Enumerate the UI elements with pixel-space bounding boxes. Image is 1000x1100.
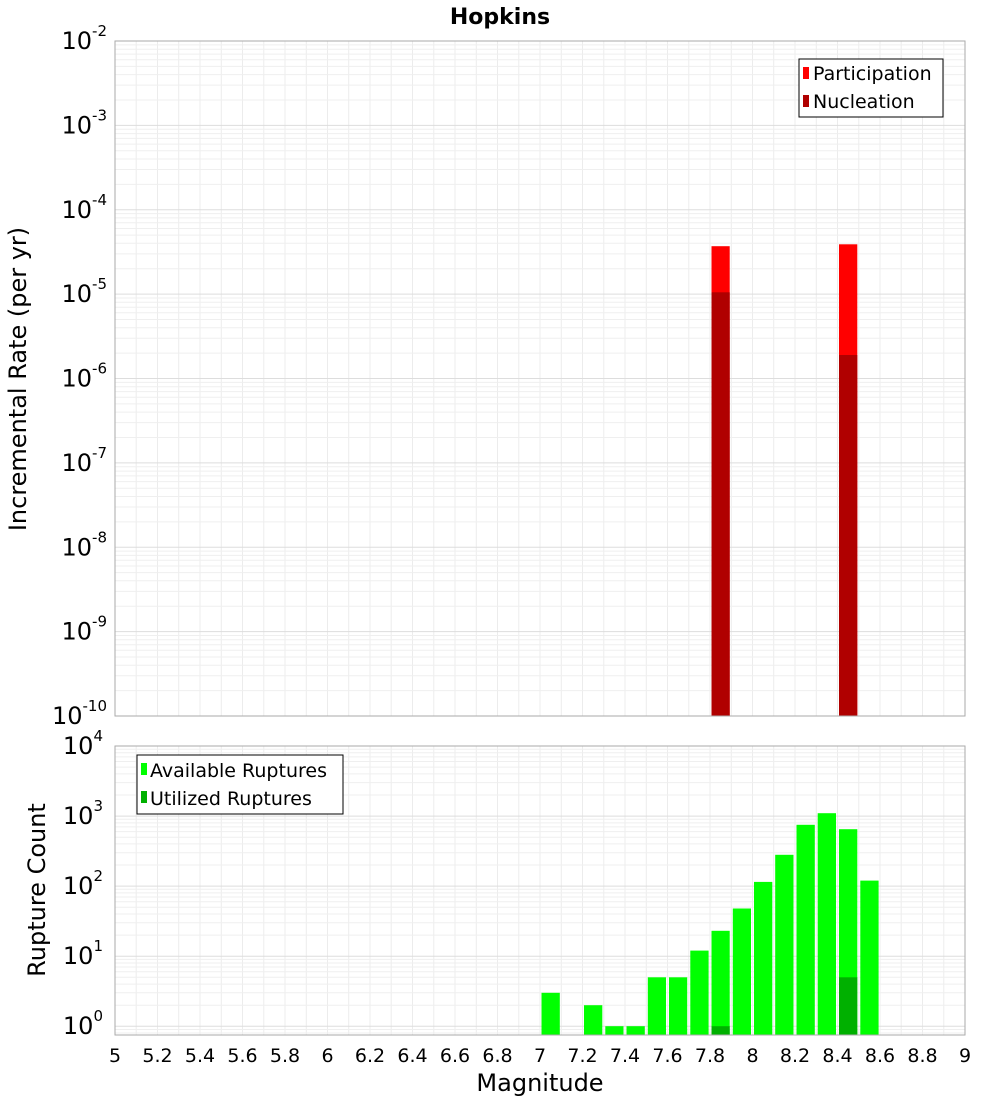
y-tick-label: 10-5	[61, 275, 107, 308]
bar-nucleation	[711, 292, 730, 716]
y-tick-label: 10-7	[61, 444, 107, 477]
top-legend: Participation Nucleation	[798, 58, 944, 118]
y-tick-label: 10-10	[52, 697, 107, 730]
bar-available-ruptures	[775, 854, 794, 1035]
x-tick-label: 7.2	[567, 1045, 597, 1067]
x-tick-label: 5.4	[185, 1045, 215, 1067]
legend-label-nucleation: Nucleation	[813, 91, 915, 113]
legend-swatch-utilized-ruptures	[141, 791, 147, 803]
x-tick-label: 5.2	[142, 1045, 172, 1067]
bar-available-ruptures	[541, 992, 560, 1035]
bar-nucleation	[839, 355, 858, 716]
top-legend-box	[798, 58, 944, 118]
bar-available-ruptures	[605, 1026, 624, 1035]
x-tick-label: 5.8	[270, 1045, 300, 1067]
bar-available-ruptures	[796, 824, 815, 1035]
y-tick-label: 102	[63, 867, 103, 900]
x-tick-label: 7.8	[695, 1045, 725, 1067]
x-tick-label: 5.6	[227, 1045, 257, 1067]
top-plot-frame	[114, 40, 966, 717]
bar-available-ruptures	[817, 813, 836, 1035]
x-tick-label: 7.4	[610, 1045, 640, 1067]
bar-available-ruptures	[647, 977, 666, 1035]
x-tick-label: 9	[959, 1045, 971, 1067]
bar-available-ruptures	[711, 930, 730, 1035]
x-axis-label: Magnitude	[476, 1069, 603, 1097]
legend-label-available-ruptures: Available Ruptures	[150, 760, 327, 782]
y-tick-label: 101	[63, 937, 103, 970]
y-tick-label: 10-4	[61, 191, 107, 224]
legend-label-utilized-ruptures: Utilized Ruptures	[150, 788, 312, 810]
top-y-ticks: 10-2 10-3 10-4 10-5 10-6 10-7 10-8 10-9 10-10	[52, 22, 107, 730]
x-tick-label: 8	[746, 1045, 758, 1067]
y-tick-label: 10-3	[61, 106, 107, 139]
bar-utilized-ruptures	[839, 977, 858, 1035]
y-tick-label: 10-6	[61, 360, 107, 393]
bottom-plot-frame	[114, 745, 966, 1036]
bottom-y-ticks: 104 103 102 101 100	[63, 727, 103, 1040]
y-tick-label: 103	[63, 797, 103, 830]
x-tick-label: 6.8	[482, 1045, 512, 1067]
bar-available-ruptures	[732, 908, 751, 1035]
y-tick-label: 10-8	[61, 528, 107, 561]
bar-available-ruptures	[754, 881, 773, 1035]
chart-title: Hopkins	[450, 5, 550, 30]
x-tick-label: 6.4	[397, 1045, 427, 1067]
x-tick-label: 6	[321, 1045, 333, 1067]
bottom-legend: Available Ruptures Utilized Ruptures	[136, 754, 344, 815]
bottom-y-axis-label: Rupture Count	[23, 803, 51, 977]
bar-utilized-ruptures	[711, 1026, 730, 1035]
x-tick-label: 8.8	[907, 1045, 937, 1067]
x-tick-label: 7.6	[652, 1045, 682, 1067]
top-y-axis-label: Incremental Rate (per yr)	[4, 227, 32, 531]
bar-available-ruptures	[584, 1005, 603, 1035]
x-tick-label: 8.4	[822, 1045, 852, 1067]
y-tick-label: 100	[63, 1007, 103, 1040]
legend-swatch-available-ruptures	[141, 763, 147, 775]
y-tick-label: 104	[63, 727, 103, 760]
bar-available-ruptures	[860, 880, 879, 1035]
legend-swatch-participation	[803, 67, 809, 79]
bar-available-ruptures	[690, 950, 709, 1035]
x-tick-label: 5	[109, 1045, 121, 1067]
bottom-bars	[541, 813, 879, 1035]
y-tick-label: 10-2	[61, 22, 107, 55]
x-tick-label: 6.2	[355, 1045, 385, 1067]
bottom-panel: 104 103 102 101 100 5 5.2 5.4 5.6 5.8 6 6.2 6.4 6.6 6…	[23, 727, 971, 1097]
bottom-legend-box	[136, 754, 344, 815]
bar-available-ruptures	[669, 977, 688, 1035]
top-grid	[114, 40, 966, 717]
legend-label-participation: Participation	[813, 63, 932, 85]
bottom-x-ticks: 5 5.2 5.4 5.6 5.8 6 6.2 6.4 6.6 6.8 7 7.2 7.4 7.6 7.8 8…	[109, 1045, 971, 1067]
bar-available-ruptures	[626, 1026, 645, 1035]
x-tick-label: 8.6	[865, 1045, 895, 1067]
x-tick-label: 6.6	[440, 1045, 470, 1067]
x-tick-label: 8.2	[780, 1045, 810, 1067]
legend-swatch-nucleation	[803, 95, 809, 107]
top-bars	[711, 244, 858, 717]
top-panel: 10-2 10-3 10-4 10-5 10-6 10-7 10-8 10-9 10-10 In…	[4, 22, 966, 730]
x-tick-label: 7	[534, 1045, 546, 1067]
y-tick-label: 10-9	[61, 613, 107, 646]
